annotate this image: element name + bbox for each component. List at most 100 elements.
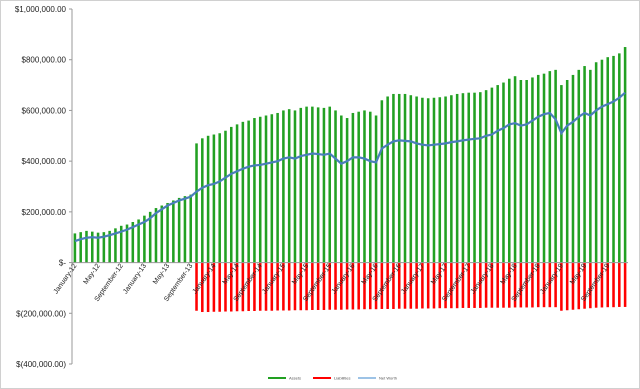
bar xyxy=(438,262,442,309)
bar xyxy=(322,262,326,310)
bar xyxy=(195,262,198,311)
legend-label: Liabilities xyxy=(334,376,350,381)
bar xyxy=(85,230,88,263)
bar xyxy=(542,73,546,263)
bar xyxy=(218,133,221,263)
bar xyxy=(461,262,465,308)
bar xyxy=(455,93,459,263)
bar xyxy=(502,82,505,263)
bar xyxy=(160,205,164,263)
bar xyxy=(351,262,355,310)
bar xyxy=(189,194,193,263)
bar xyxy=(560,85,563,263)
bar xyxy=(618,53,621,263)
bar xyxy=(258,262,262,311)
bar xyxy=(79,232,82,263)
line xyxy=(74,91,626,243)
bar xyxy=(125,224,129,263)
bar xyxy=(368,262,372,310)
bar xyxy=(241,121,245,263)
bar xyxy=(415,96,418,263)
bar xyxy=(392,262,395,309)
bar xyxy=(340,115,343,263)
bar xyxy=(525,80,528,263)
bar xyxy=(618,262,621,307)
bar xyxy=(542,262,546,308)
bar xyxy=(571,74,575,263)
bar xyxy=(212,134,216,263)
bar xyxy=(345,262,349,310)
bar xyxy=(299,107,303,263)
bar xyxy=(177,197,181,263)
bar xyxy=(519,80,523,263)
bar xyxy=(247,262,250,312)
bar xyxy=(426,98,430,263)
bar xyxy=(403,262,407,309)
y-tick-label: $600,000.00 xyxy=(22,106,67,115)
bar xyxy=(328,262,332,310)
bar xyxy=(143,215,146,263)
bar xyxy=(397,93,401,263)
bar xyxy=(224,262,227,312)
bar xyxy=(137,219,140,263)
bar xyxy=(507,262,511,308)
bar xyxy=(513,76,517,263)
bar xyxy=(247,120,250,263)
bar xyxy=(201,262,204,313)
bar xyxy=(606,262,610,308)
bar xyxy=(363,110,366,263)
bar xyxy=(90,231,94,263)
y-tick-label: $1,000,000.00 xyxy=(15,5,67,14)
bar xyxy=(154,208,158,263)
bar xyxy=(421,97,424,263)
bar xyxy=(502,262,505,308)
bar xyxy=(305,106,308,263)
bar xyxy=(409,262,413,309)
bar xyxy=(531,77,534,263)
bar xyxy=(218,262,221,312)
bar xyxy=(571,262,575,310)
bar xyxy=(623,262,627,307)
bar xyxy=(206,135,210,263)
bar xyxy=(229,126,233,263)
bar xyxy=(496,85,499,263)
bar xyxy=(108,230,111,263)
bar xyxy=(432,262,436,309)
bar xyxy=(183,196,187,263)
bar xyxy=(374,262,378,310)
bar xyxy=(276,112,279,263)
bar xyxy=(409,95,413,263)
y-tick-label: $200,000.00 xyxy=(22,208,67,217)
bar xyxy=(334,110,337,263)
bar xyxy=(415,262,418,309)
y-tick-label: $400,000.00 xyxy=(22,157,67,166)
bar xyxy=(421,262,424,309)
bar xyxy=(299,262,303,311)
bar xyxy=(397,262,401,309)
bar xyxy=(253,118,256,263)
bar xyxy=(235,262,239,312)
bar xyxy=(374,115,378,263)
bar xyxy=(334,262,337,310)
bar xyxy=(386,262,389,309)
bar xyxy=(606,57,610,263)
bar xyxy=(531,262,534,308)
bar xyxy=(270,114,274,263)
bar xyxy=(392,93,395,263)
bar xyxy=(114,228,117,263)
bar xyxy=(600,262,604,308)
legend-label: Net Worth xyxy=(379,376,397,381)
bar xyxy=(293,110,297,263)
bar xyxy=(479,262,482,308)
bar xyxy=(612,55,615,263)
bar xyxy=(444,96,447,263)
bar xyxy=(363,262,366,310)
bar xyxy=(560,262,563,311)
bar xyxy=(623,47,627,263)
bar xyxy=(484,90,488,263)
bar xyxy=(507,78,511,263)
y-tick-label: $- xyxy=(59,259,66,268)
y-tick-label: $800,000.00 xyxy=(22,56,67,65)
bar xyxy=(195,143,198,263)
bar xyxy=(484,262,488,308)
